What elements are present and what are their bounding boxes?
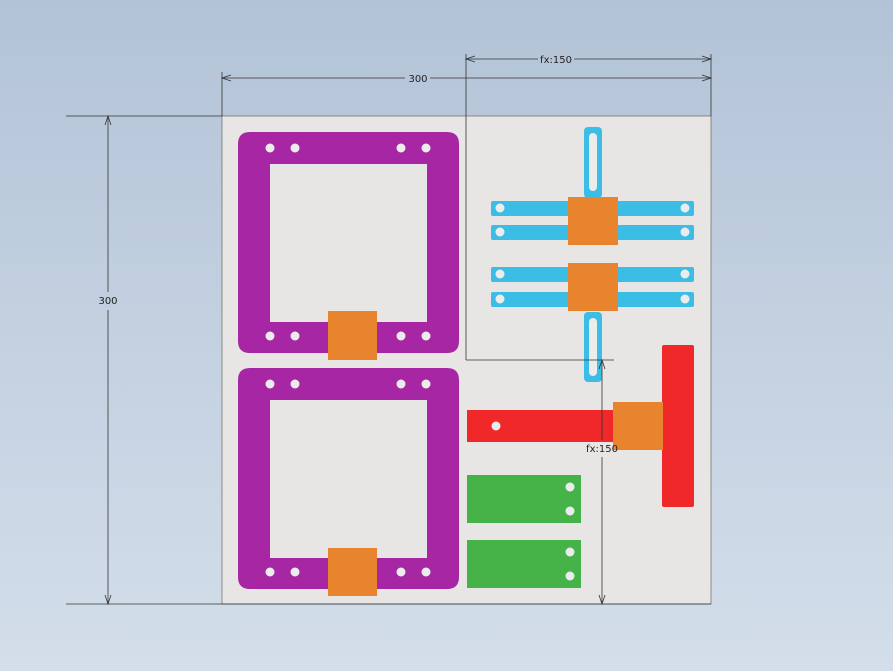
purple-frame-top[interactable] — [238, 132, 459, 353]
dim-label-top-overall[interactable]: 300 — [408, 74, 427, 85]
hole — [565, 547, 575, 557]
hole — [396, 379, 406, 389]
cyan-bar-holes — [495, 203, 690, 304]
hole — [680, 203, 690, 213]
dimension-lines — [66, 54, 712, 605]
hole — [421, 143, 431, 153]
hole — [495, 269, 505, 279]
purple-frame-bottom[interactable] — [238, 368, 459, 589]
hole — [565, 506, 575, 516]
red-vertical-bar[interactable] — [662, 345, 694, 507]
hole — [495, 203, 505, 213]
dimension-arrows — [104, 55, 713, 606]
hole — [421, 379, 431, 389]
hole — [565, 571, 575, 581]
dim-label-left-overall[interactable]: 300 — [98, 296, 117, 307]
slot — [589, 133, 597, 191]
hole — [495, 294, 505, 304]
hole — [396, 331, 406, 341]
hole — [680, 227, 690, 237]
hole — [396, 143, 406, 153]
hole — [421, 331, 431, 341]
hole — [265, 331, 275, 341]
hole — [680, 294, 690, 304]
green-plate-holes — [565, 482, 575, 581]
hole — [290, 379, 300, 389]
hole — [290, 331, 300, 341]
hole — [265, 143, 275, 153]
orange-block-top-frame[interactable] — [328, 311, 377, 360]
hole — [396, 567, 406, 577]
dim-label-right-vertical[interactable]: fx:150 — [586, 444, 618, 455]
hole — [290, 567, 300, 577]
dim-label-top-right[interactable]: fx:150 — [540, 55, 572, 66]
purple-frame-holes — [265, 143, 431, 577]
orange-block-cyan-lower[interactable] — [568, 263, 618, 311]
green-plate-lower[interactable] — [467, 540, 581, 588]
hole — [265, 379, 275, 389]
orange-block-cyan-upper[interactable] — [568, 197, 618, 245]
hole — [565, 482, 575, 492]
hole — [491, 421, 501, 431]
hole — [495, 227, 505, 237]
green-plate-upper[interactable] — [467, 475, 581, 523]
red-horizontal-bar[interactable] — [467, 410, 616, 442]
hole — [290, 143, 300, 153]
orange-block-bottom-frame[interactable] — [328, 548, 377, 596]
slot — [589, 318, 597, 376]
orange-block-red[interactable] — [613, 402, 663, 450]
hole — [680, 269, 690, 279]
hole — [265, 567, 275, 577]
hole — [421, 567, 431, 577]
